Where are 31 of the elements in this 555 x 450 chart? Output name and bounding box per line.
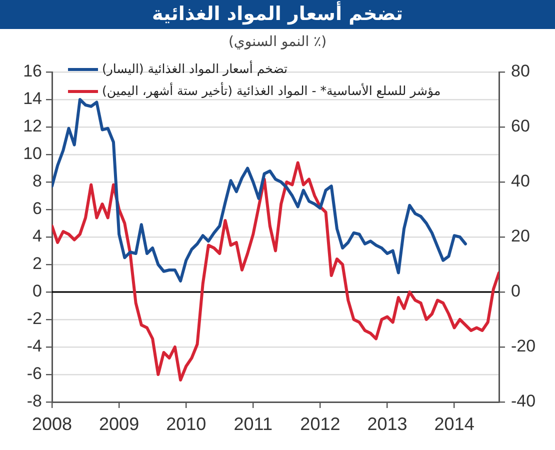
y2-tick-label: 0 [511,282,520,301]
x-tick-label: 2013 [367,414,408,434]
x-tick-label: 2011 [234,414,273,434]
y2-tick-label: 80 [511,62,530,81]
y2-tick-label: -20 [511,336,536,356]
y-tick-label: 0 [32,282,42,301]
y-tick-label: 4 [32,226,42,246]
y2-tick-label: 20 [511,226,530,246]
y2-tick-label: 40 [511,172,530,191]
y-tick-label: 14 [23,89,42,108]
y-tick-label: -2 [26,309,42,328]
x-tick-label: 2012 [300,414,340,434]
chart-subtitle: (٪ النمو السنوي) [228,33,327,52]
y-tick-label: 16 [23,62,42,81]
y-tick-label: 6 [32,199,42,218]
x-tick-label: 2009 [99,414,140,434]
legend-label: مؤشر للسلع الأساسية* - المواد الغذائية (تأخير ستة أشهر، اليمين) [102,83,441,99]
y-tick-label: -4 [26,336,42,356]
y2-tick-label: 60 [511,116,530,136]
x-tick-label: 2014 [434,414,474,434]
y-tick-label: -8 [26,392,42,411]
chart-title: تضخم أسعار المواد الغذائية [150,1,404,27]
y-tick-label: 10 [23,144,42,164]
y-tick-label: 8 [32,172,42,191]
legend-label: تضخم أسعار المواد الغذائية (اليسار) [102,61,288,77]
x-tick-label: 2008 [32,414,72,434]
x-tick-label: 2010 [166,414,206,434]
y2-tick-label: -40 [511,392,536,411]
y-tick-label: -6 [26,364,42,384]
y-tick-label: 2 [32,254,42,274]
y-tick-label: 12 [23,116,42,136]
